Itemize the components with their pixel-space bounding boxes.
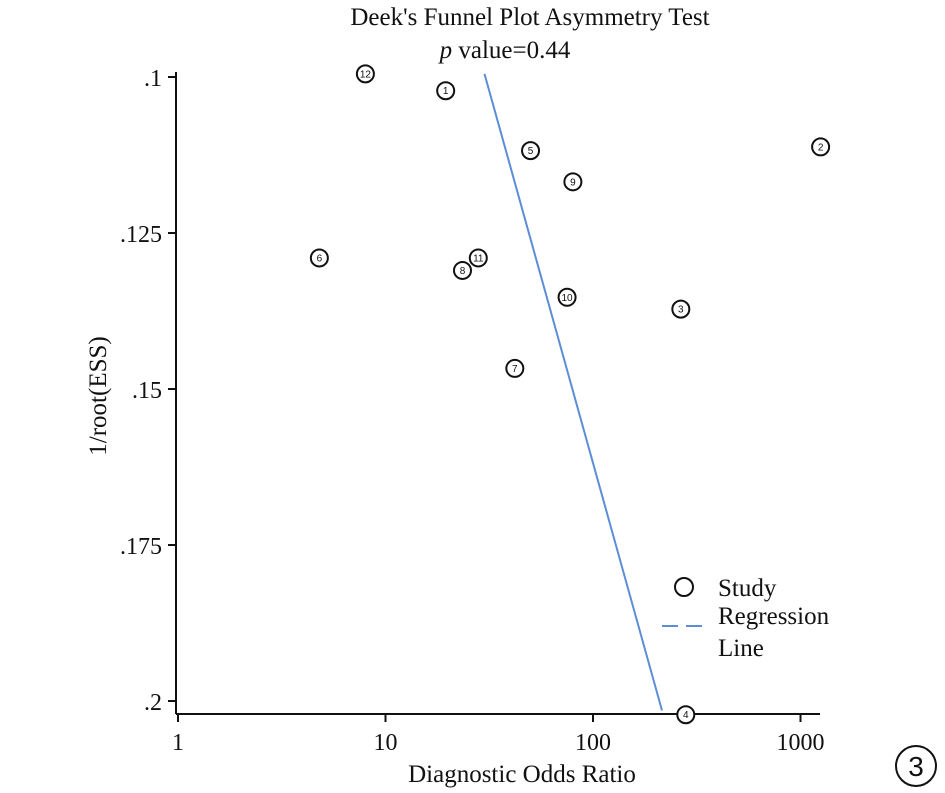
p-value: value=0.44: [452, 37, 571, 64]
study-point-label: 1: [443, 86, 449, 97]
study-point: 6: [309, 248, 329, 268]
x-tick-label: 1: [172, 730, 184, 756]
regression-line: [483, 73, 663, 711]
legend: Study Regression Line: [662, 575, 830, 662]
y-ticks: .1 .125 .15 .175 .2: [120, 66, 176, 716]
x-tick-label: 100: [575, 730, 611, 756]
study-point: 12: [355, 64, 375, 84]
study-point-label: 7: [512, 364, 518, 375]
study-point: 8: [452, 260, 472, 280]
chart-subtitle: p value=0.44: [438, 37, 571, 64]
x-tick-label: 1000: [777, 730, 825, 756]
study-point: 10: [557, 287, 577, 307]
legend-study-marker: [674, 577, 694, 597]
study-point-label: 4: [683, 710, 689, 721]
study-point-label: 9: [570, 177, 576, 188]
chart-title: Deek's Funnel Plot Asymmetry Test: [350, 4, 709, 31]
x-ticks: 1 10 100 1000: [172, 714, 825, 756]
study-point-marker: [436, 81, 456, 101]
axes: [175, 72, 820, 715]
study-point-label: 8: [460, 266, 466, 277]
y-tick-label: .1: [144, 66, 162, 92]
study-point-marker: [452, 260, 472, 280]
y-tick-label: .125: [120, 222, 162, 248]
study-point-marker: [671, 299, 691, 319]
legend-regression-label-line2: Line: [718, 635, 764, 662]
study-point: 5: [521, 141, 541, 161]
study-point-marker: [309, 248, 329, 268]
x-axis-label: Diagnostic Odds Ratio: [408, 761, 636, 788]
y-tick-label: .2: [144, 690, 162, 716]
study-point-marker: [505, 358, 525, 378]
study-point-label: 5: [528, 146, 534, 157]
legend-study-label: Study: [718, 575, 777, 602]
study-point-label: 10: [562, 293, 574, 304]
study-point-label: 11: [473, 253, 484, 264]
x-tick-label: 10: [374, 730, 398, 756]
study-point-label: 3: [678, 305, 684, 316]
study-point: 3: [671, 299, 691, 319]
study-point-marker: [563, 172, 583, 192]
study-point: 11: [468, 248, 488, 268]
y-axis-label: 1/root(ESS): [85, 336, 112, 455]
study-point-label: 2: [818, 142, 824, 153]
study-point-marker: [521, 141, 541, 161]
p-symbol: p: [438, 37, 453, 64]
study-point-marker: [355, 64, 375, 84]
y-tick-label: .175: [120, 534, 162, 560]
study-point-marker: [811, 137, 831, 157]
study-point: 9: [563, 172, 583, 192]
panel-number-circle: [895, 745, 937, 787]
study-point-marker: [676, 705, 696, 725]
study-point-label: 12: [360, 69, 372, 80]
legend-regression-label-line1: Regression: [718, 603, 830, 630]
panel-number-badge: 3: [895, 745, 937, 787]
study-point: 4: [676, 705, 696, 725]
study-point-marker: [468, 248, 488, 268]
y-tick-label: .15: [132, 378, 162, 404]
study-point-label: 6: [317, 253, 323, 264]
study-point: 1: [436, 81, 456, 101]
study-point: 7: [505, 358, 525, 378]
study-point-marker: [557, 287, 577, 307]
study-point: 2: [811, 137, 831, 157]
panel-number: 3: [908, 751, 924, 782]
